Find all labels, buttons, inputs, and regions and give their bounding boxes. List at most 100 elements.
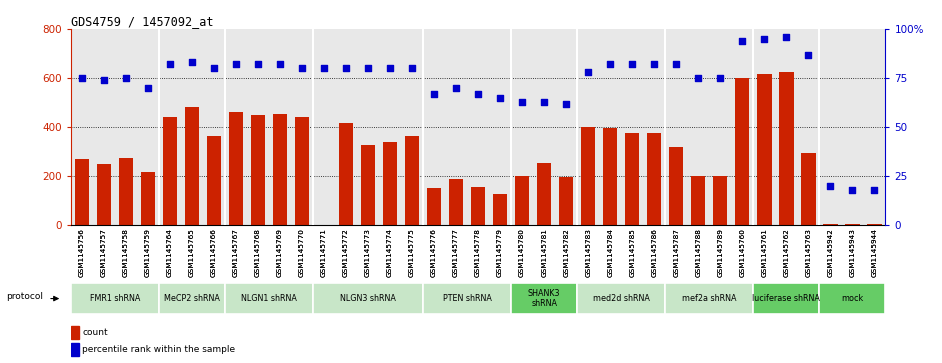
Text: GSM1145782: GSM1145782 [563,228,569,277]
Bar [823,224,837,225]
Text: GSM1145766: GSM1145766 [211,228,217,277]
Bar [427,188,441,225]
Text: GSM1145770: GSM1145770 [299,228,305,277]
Text: GSM1145756: GSM1145756 [79,228,85,277]
Text: FMR1 shRNA: FMR1 shRNA [89,294,139,303]
Text: GSM1145762: GSM1145762 [784,228,789,277]
Bar [647,133,661,225]
Text: GSM1145786: GSM1145786 [651,228,658,277]
Bar [845,224,860,225]
Text: GSM1145775: GSM1145775 [409,228,415,277]
Text: NLGN1 shRNA: NLGN1 shRNA [241,294,297,303]
Bar [159,283,225,314]
Text: med2d shRNA: med2d shRNA [593,294,650,303]
Bar [665,283,754,314]
Text: GSM1145783: GSM1145783 [585,228,592,277]
Point [228,61,243,67]
Text: GSM1145767: GSM1145767 [233,228,239,277]
Point [669,61,684,67]
Bar [140,172,154,225]
Point [537,99,552,105]
Bar [361,146,375,225]
Bar [423,283,512,314]
Bar [581,127,595,225]
Bar [735,78,750,225]
Point [140,85,155,91]
Text: GSM1145773: GSM1145773 [365,228,371,277]
Text: GSM1145759: GSM1145759 [145,228,151,277]
Bar [229,112,243,225]
Text: count: count [83,328,108,337]
Text: GDS4759 / 1457092_at: GDS4759 / 1457092_at [71,15,213,28]
Bar [802,153,816,225]
Bar [272,114,287,225]
Bar [577,283,665,314]
Point [735,38,750,44]
Text: GSM1145787: GSM1145787 [674,228,679,277]
Bar [515,176,529,225]
Point [625,61,640,67]
Point [382,65,398,71]
Point [690,75,706,81]
Point [845,187,860,193]
Bar [225,283,313,314]
Point [493,95,508,101]
Point [779,34,794,40]
Bar [868,224,882,225]
Text: SHANK3
shRNA: SHANK3 shRNA [528,289,560,308]
Bar [512,283,577,314]
Bar [163,117,177,225]
Text: GSM1145944: GSM1145944 [871,228,877,277]
Text: GSM1145764: GSM1145764 [167,228,172,277]
Bar [537,163,551,225]
Point [801,52,816,57]
Bar [779,72,793,225]
Bar [625,133,640,225]
Text: GSM1145768: GSM1145768 [255,228,261,277]
Point [74,75,89,81]
Bar [559,177,574,225]
Text: GSM1145772: GSM1145772 [343,228,349,277]
Text: NLGN3 shRNA: NLGN3 shRNA [340,294,396,303]
Bar [713,176,727,225]
Bar [206,136,221,225]
Bar [820,283,885,314]
Point [603,61,618,67]
Text: GSM1145776: GSM1145776 [431,228,437,277]
Text: GSM1145784: GSM1145784 [608,228,613,277]
Text: GSM1145785: GSM1145785 [629,228,635,277]
Point [448,85,463,91]
Text: luciferase shRNA: luciferase shRNA [753,294,820,303]
Point [294,65,309,71]
Text: GSM1145771: GSM1145771 [321,228,327,277]
Text: GSM1145760: GSM1145760 [739,228,745,277]
Text: percentile rank within the sample: percentile rank within the sample [83,345,236,354]
Text: GSM1145761: GSM1145761 [761,228,768,277]
Point [206,65,221,71]
Bar [185,107,199,225]
Bar [313,283,423,314]
Point [756,36,771,42]
Text: GSM1145757: GSM1145757 [101,228,106,277]
Point [96,77,111,83]
Text: GSM1145774: GSM1145774 [387,228,393,277]
Point [823,183,838,189]
Text: GSM1145779: GSM1145779 [497,228,503,277]
Point [580,69,595,75]
Bar [471,187,485,225]
Bar [757,74,771,225]
Bar [339,123,353,225]
Text: protocol: protocol [6,292,42,301]
Text: GSM1145943: GSM1145943 [850,228,855,277]
Point [361,65,376,71]
Bar [669,147,684,225]
Point [559,101,574,106]
Text: mock: mock [841,294,864,303]
Bar [405,136,419,225]
Point [317,65,332,71]
Bar [71,326,79,339]
Point [251,61,266,67]
Point [272,61,287,67]
Bar [96,164,111,225]
Point [470,91,485,97]
